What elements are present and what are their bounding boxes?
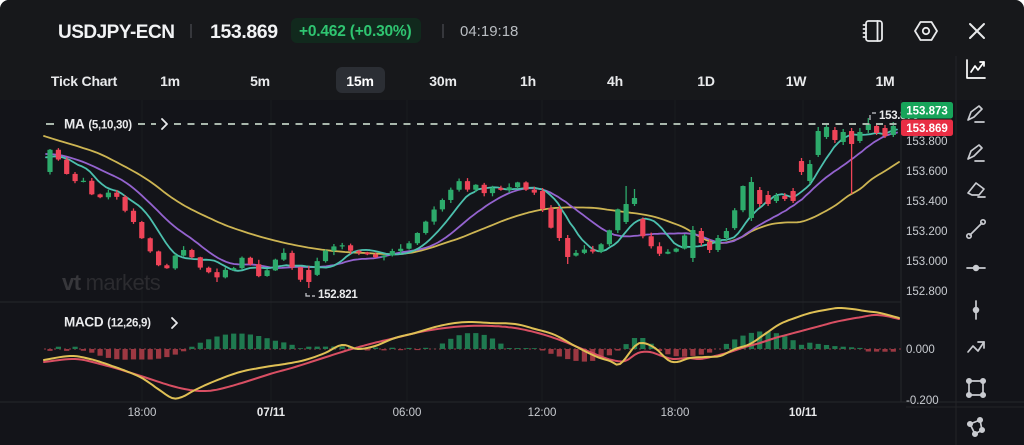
svg-text:153.873: 153.873 bbox=[906, 106, 948, 118]
svg-text:10/11: 10/11 bbox=[789, 407, 818, 419]
svg-text:MACD(12,26,9): MACD (12,26,9) bbox=[64, 315, 151, 330]
svg-text:153.600: 153.600 bbox=[906, 166, 948, 178]
svg-text:152.821: 152.821 bbox=[318, 289, 358, 301]
svg-text:153.800: 153.800 bbox=[906, 136, 948, 148]
svg-text:0.000: 0.000 bbox=[906, 344, 935, 356]
svg-text:153.200: 153.200 bbox=[906, 226, 948, 238]
svg-text:MA(5,10,30): MA (5,10,30) bbox=[64, 117, 132, 132]
svg-text:18:00: 18:00 bbox=[661, 407, 690, 419]
svg-text:153.869: 153.869 bbox=[906, 123, 948, 135]
svg-text:06:00: 06:00 bbox=[393, 407, 422, 419]
svg-text:152.800: 152.800 bbox=[906, 286, 948, 298]
svg-text:153.400: 153.400 bbox=[906, 196, 948, 208]
svg-text:-0.200: -0.200 bbox=[906, 395, 939, 407]
svg-text:07/11: 07/11 bbox=[257, 407, 286, 419]
svg-text:18:00: 18:00 bbox=[128, 407, 157, 419]
svg-text:153.000: 153.000 bbox=[906, 256, 948, 268]
svg-text:12:00: 12:00 bbox=[528, 407, 557, 419]
